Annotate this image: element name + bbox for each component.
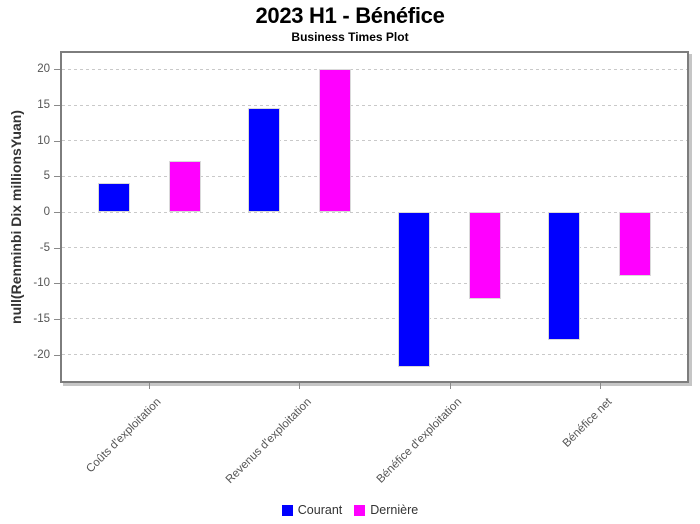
y-tick-mark [54,318,60,320]
y-tick-label-0: 0 [43,206,50,218]
chart-title: 2023 H1 - Bénéfice [255,3,445,28]
gridline-y--10 [62,282,687,284]
x-category-label-2: Bénéfice d'exploitation [374,396,465,486]
plot-area [60,51,689,383]
gridline-y--5 [62,247,687,249]
legend-item-courant[interactable]: Courant [281,503,343,517]
y-tick-mark [54,105,60,107]
bar-dernière-3[interactable] [619,212,652,277]
y-tick-label--20: -20 [33,348,50,361]
y-tick-mark [54,212,60,213]
y-tick-label-10: 10 [37,134,50,147]
y-tick-label-20: 20 [37,63,50,76]
x-tick-mark [599,383,601,389]
y-tick-label--15: -15 [33,312,50,325]
y-tick-mark [54,140,60,142]
x-category-label-0: Coûts d'exploitation [84,396,164,476]
legend: Courant Dernière [0,503,700,517]
y-tick-label--10: -10 [33,277,50,290]
x-tick-mark [149,383,151,389]
gridline-y--20 [62,354,687,356]
bar-courant-1[interactable] [247,107,280,212]
bar-courant-2[interactable] [398,212,431,368]
gridline-y--15 [62,318,687,320]
x-tick-mark [449,383,451,389]
chart-subtitle: Business Times Plot [291,30,409,44]
y-tick-mark [54,176,60,178]
bar-dernière-1[interactable] [318,68,351,212]
bar-courant-3[interactable] [548,212,581,341]
plot-inner [62,53,687,381]
x-category-label-3: Bénéfice net [560,396,615,450]
gridline-y-0 [62,211,687,213]
bar-courant-0[interactable] [97,182,130,212]
y-tick-label-15: 15 [37,99,50,112]
legend-label: Courant [297,503,343,517]
x-category-label-1: Revenus d'exploitation [223,396,314,487]
legend-label: Dernière [370,503,419,517]
y-tick-mark [54,283,60,285]
gridline-y-15 [62,104,687,106]
x-tick-mark [299,383,301,389]
y-tick-label--5: -5 [39,241,50,254]
gridline-y-20 [62,68,687,70]
y-tick-mark [54,69,60,71]
gridline-y-5 [62,175,687,177]
legend-swatch-icon [354,504,366,516]
bar-dernière-2[interactable] [469,212,502,299]
y-tick-mark [54,354,60,356]
legend-item-dernière[interactable]: Dernière [354,503,418,517]
gridline-y-10 [62,140,687,142]
bar-dernière-0[interactable] [168,160,201,212]
legend-swatch-icon [281,504,293,516]
y-tick-label-5: 5 [43,170,50,183]
y-tick-mark [54,247,60,249]
